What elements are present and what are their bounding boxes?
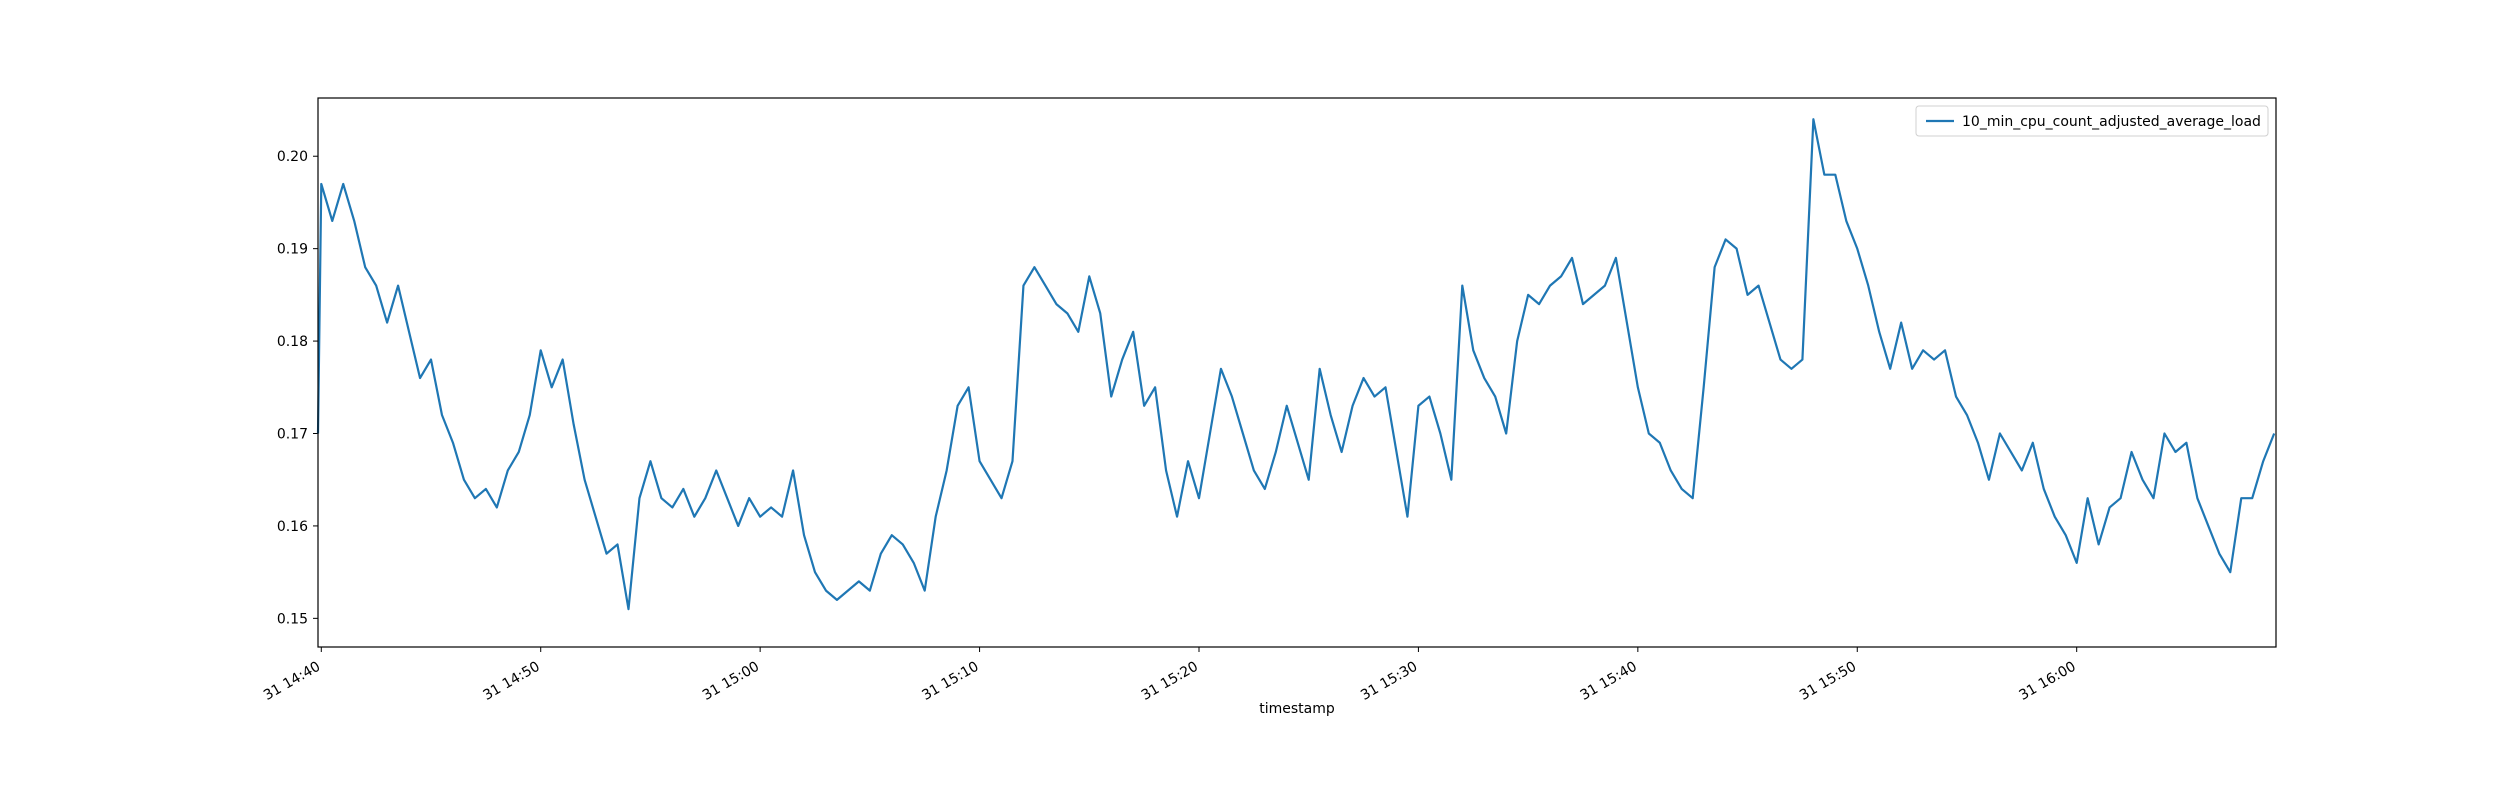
x-tick-label: 31 14:40 bbox=[261, 659, 323, 704]
x-tick-label: 31 15:20 bbox=[1139, 659, 1201, 704]
x-tick-label: 31 15:00 bbox=[700, 659, 762, 704]
plot-frame bbox=[317, 97, 2277, 648]
x-tick-label: 31 15:50 bbox=[1797, 659, 1859, 704]
x-tick-label: 31 16:00 bbox=[2016, 659, 2078, 704]
y-tick-label: 0.17 bbox=[277, 427, 308, 443]
y-tick-label: 0.19 bbox=[277, 242, 308, 258]
y-tick-label: 0.18 bbox=[277, 334, 308, 350]
x-tick-label: 31 15:40 bbox=[1578, 659, 1640, 704]
y-tick-label: 0.16 bbox=[277, 519, 308, 535]
x-tick-label: 31 15:10 bbox=[919, 659, 981, 704]
legend-label: 10_min_cpu_count_adjusted_average_load bbox=[1962, 114, 2261, 130]
legend-box bbox=[1915, 105, 2269, 137]
y-tick-label: 0.15 bbox=[277, 611, 308, 627]
y-tick-label: 0.20 bbox=[277, 149, 308, 165]
x-axis-label: timestamp bbox=[1259, 701, 1335, 717]
data-line bbox=[316, 118, 2276, 611]
x-tick-label: 31 15:30 bbox=[1358, 659, 1420, 704]
x-tick-label: 31 14:50 bbox=[480, 659, 542, 704]
